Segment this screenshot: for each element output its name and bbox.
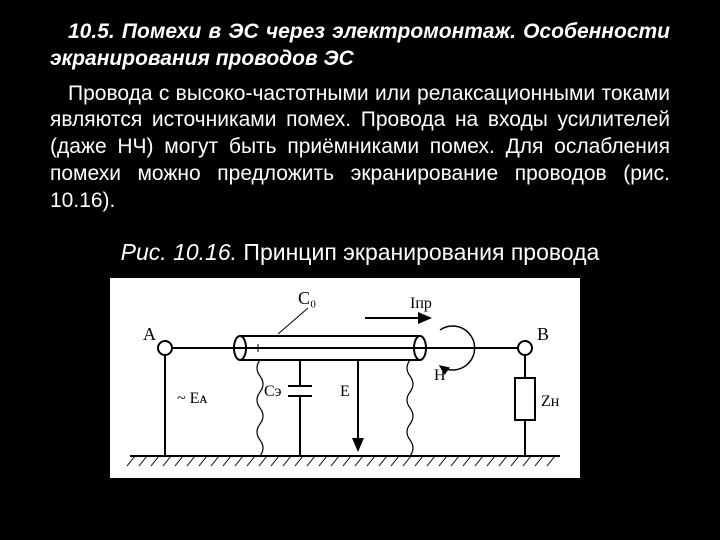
figure-number: Рис. 10.16. xyxy=(121,239,237,265)
body-paragraph: Провода с высоко-частотными или релаксац… xyxy=(50,81,670,215)
svg-text:C₀: C₀ xyxy=(298,288,316,308)
svg-text:H: H xyxy=(434,367,446,384)
section-heading: 10.5. Помехи в ЭС через электромонтаж. О… xyxy=(50,18,670,73)
figure-wrapper: A B C₀ Iпр H ~ Eᴀ Cэ E Zн xyxy=(50,278,670,478)
svg-text:Iпр: Iпр xyxy=(410,295,432,312)
svg-text:~ Eᴀ: ~ Eᴀ xyxy=(177,390,208,407)
figure-caption: Рис. 10.16. Принцип экранирования провод… xyxy=(50,239,670,266)
slide: 10.5. Помехи в ЭС через электромонтаж. О… xyxy=(0,0,720,540)
svg-text:A: A xyxy=(143,324,156,344)
figure-title: Принцип экранирования провода xyxy=(237,239,599,265)
svg-text:Zн: Zн xyxy=(541,393,560,410)
svg-text:B: B xyxy=(537,324,549,344)
svg-text:Cэ: Cэ xyxy=(264,383,282,400)
svg-text:E: E xyxy=(340,383,350,400)
shielding-diagram: A B C₀ Iпр H ~ Eᴀ Cэ E Zн xyxy=(110,278,580,478)
